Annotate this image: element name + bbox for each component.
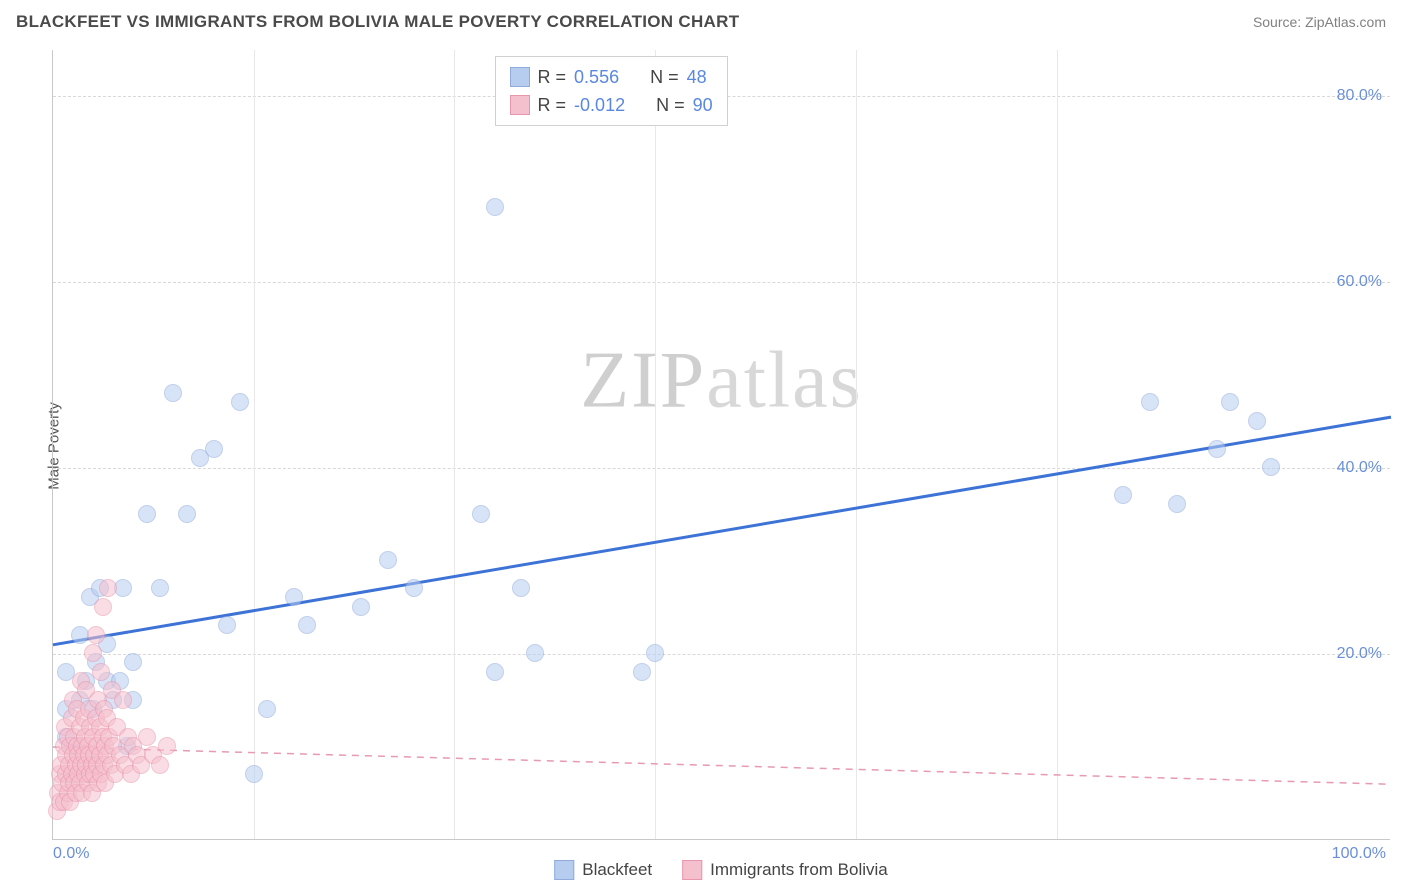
gridline-vertical xyxy=(454,50,455,839)
scatter-point xyxy=(138,505,156,523)
stat-r-label: R = xyxy=(538,63,567,91)
scatter-point xyxy=(1141,393,1159,411)
stat-r-label: R = xyxy=(538,91,567,119)
stat-r-value: -0.012 xyxy=(574,91,625,119)
legend-stats: R = 0.556 N = 48R = -0.012 N = 90 xyxy=(495,56,728,126)
stat-n-label: N = xyxy=(650,63,679,91)
scatter-point xyxy=(512,579,530,597)
scatter-point xyxy=(87,626,105,644)
scatter-point xyxy=(486,663,504,681)
watermark-bold: ZIP xyxy=(580,337,706,425)
scatter-point xyxy=(124,653,142,671)
scatter-point xyxy=(178,505,196,523)
scatter-point xyxy=(84,644,102,662)
plot-area: ZIPatlas 20.0%40.0%60.0%80.0%0.0%100.0%R… xyxy=(52,50,1390,840)
watermark-light: atlas xyxy=(706,337,863,425)
legend-swatch xyxy=(682,860,702,880)
stat-n-label: N = xyxy=(656,91,685,119)
chart-container: ZIPatlas 20.0%40.0%60.0%80.0%0.0%100.0%R… xyxy=(52,50,1390,840)
legend-stats-row: R = 0.556 N = 48 xyxy=(510,63,713,91)
scatter-point xyxy=(1262,458,1280,476)
legend-item: Immigrants from Bolivia xyxy=(682,860,888,880)
scatter-point xyxy=(92,663,110,681)
gridline-vertical xyxy=(655,50,656,839)
scatter-point xyxy=(114,691,132,709)
scatter-point xyxy=(633,663,651,681)
scatter-point xyxy=(1248,412,1266,430)
x-tick-label-min: 0.0% xyxy=(53,845,89,863)
y-tick-label: 40.0% xyxy=(1337,459,1382,477)
scatter-point xyxy=(138,728,156,746)
y-tick-label: 60.0% xyxy=(1337,273,1382,291)
scatter-point xyxy=(231,393,249,411)
scatter-point xyxy=(258,700,276,718)
chart-header: BLACKFEET VS IMMIGRANTS FROM BOLIVIA MAL… xyxy=(0,0,1406,40)
scatter-point xyxy=(205,440,223,458)
scatter-point xyxy=(526,644,544,662)
scatter-point xyxy=(151,579,169,597)
scatter-point xyxy=(298,616,316,634)
scatter-point xyxy=(1208,440,1226,458)
scatter-point xyxy=(99,579,117,597)
scatter-point xyxy=(151,756,169,774)
scatter-point xyxy=(94,598,112,616)
gridline-vertical xyxy=(254,50,255,839)
scatter-point xyxy=(158,737,176,755)
scatter-point xyxy=(472,505,490,523)
scatter-point xyxy=(486,198,504,216)
scatter-point xyxy=(1168,495,1186,513)
legend-swatch xyxy=(554,860,574,880)
stat-r-value: 0.556 xyxy=(574,63,619,91)
legend-bottom: Blackfeet Immigrants from Bolivia xyxy=(554,860,888,880)
scatter-point xyxy=(646,644,664,662)
legend-swatch xyxy=(510,67,530,87)
stat-n-value: 48 xyxy=(687,63,707,91)
chart-source: Source: ZipAtlas.com xyxy=(1253,14,1386,30)
scatter-point xyxy=(352,598,370,616)
scatter-point xyxy=(379,551,397,569)
watermark: ZIPatlas xyxy=(580,336,863,427)
chart-title: BLACKFEET VS IMMIGRANTS FROM BOLIVIA MAL… xyxy=(16,12,739,32)
legend-label: Blackfeet xyxy=(582,860,652,880)
scatter-point xyxy=(1114,486,1132,504)
scatter-point xyxy=(405,579,423,597)
legend-label: Immigrants from Bolivia xyxy=(710,860,888,880)
legend-swatch xyxy=(510,95,530,115)
scatter-point xyxy=(1221,393,1239,411)
stat-n-value: 90 xyxy=(693,91,713,119)
gridline-vertical xyxy=(856,50,857,839)
x-tick-label-max: 100.0% xyxy=(1332,845,1386,863)
scatter-point xyxy=(218,616,236,634)
legend-item: Blackfeet xyxy=(554,860,652,880)
y-tick-label: 20.0% xyxy=(1337,645,1382,663)
scatter-point xyxy=(164,384,182,402)
scatter-point xyxy=(285,588,303,606)
gridline-vertical xyxy=(1057,50,1058,839)
scatter-point xyxy=(245,765,263,783)
y-tick-label: 80.0% xyxy=(1337,87,1382,105)
legend-stats-row: R = -0.012 N = 90 xyxy=(510,91,713,119)
